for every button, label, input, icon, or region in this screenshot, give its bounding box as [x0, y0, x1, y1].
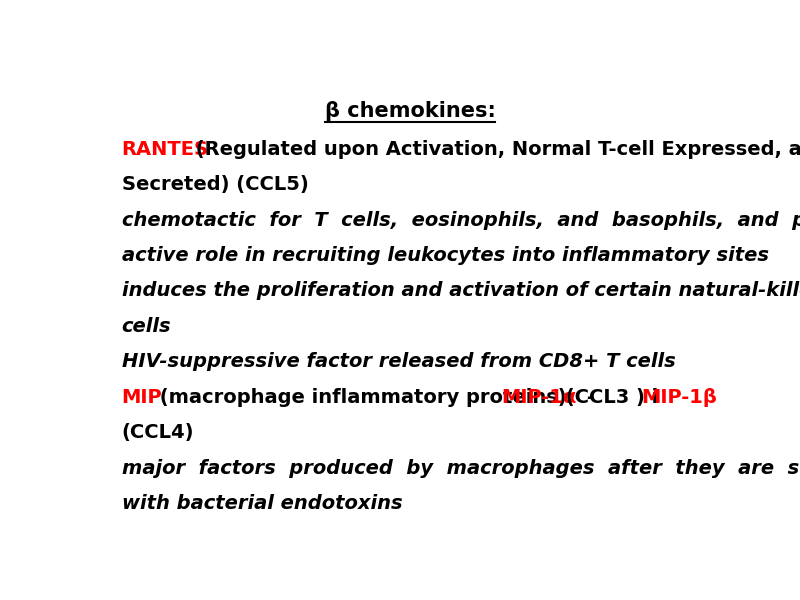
Text: Secreted) (CCL5): Secreted) (CCL5): [122, 175, 309, 194]
Text: HIV-suppressive factor released from CD8+ T cells: HIV-suppressive factor released from CD8…: [122, 352, 675, 371]
Text: (CCL4): (CCL4): [122, 423, 194, 442]
Text: MIP-1α: MIP-1α: [501, 388, 576, 407]
Text: cells: cells: [122, 317, 171, 336]
Text: major  factors  produced  by  macrophages  after  they  are  stimulated: major factors produced by macrophages af…: [122, 458, 800, 478]
Text: RANTES: RANTES: [122, 140, 209, 159]
Text: with bacterial endotoxins: with bacterial endotoxins: [122, 494, 402, 513]
Text: active role in recruiting leukocytes into inflammatory sites: active role in recruiting leukocytes int…: [122, 246, 769, 265]
Text: (Regulated upon Activation, Normal T-cell Expressed, and: (Regulated upon Activation, Normal T-cel…: [189, 140, 800, 159]
Text: MIP-1β: MIP-1β: [642, 388, 717, 407]
Text: MIP: MIP: [122, 388, 162, 407]
Text: induces the proliferation and activation of certain natural-killer (NK): induces the proliferation and activation…: [122, 281, 800, 301]
Text: chemotactic  for  T  cells,  eosinophils,  and  basophils,  and  plays  an: chemotactic for T cells, eosinophils, an…: [122, 211, 800, 230]
Text: (macrophage inflammatory proteins)   -: (macrophage inflammatory proteins) -: [153, 388, 602, 407]
Text: β chemokines:: β chemokines:: [325, 101, 495, 121]
Text: (CCL3 ) i: (CCL3 ) i: [559, 388, 666, 407]
